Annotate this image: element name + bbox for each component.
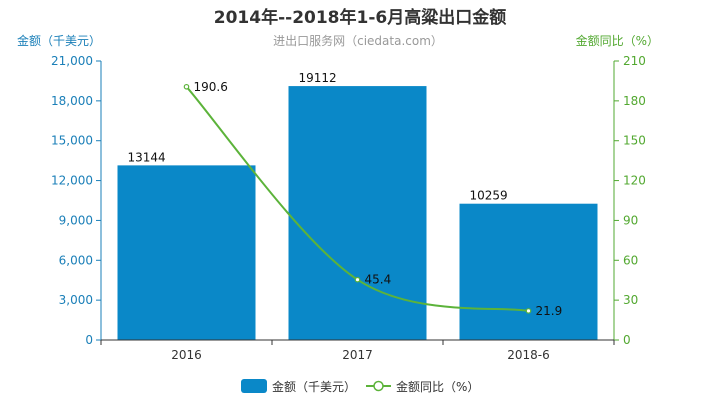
legend-bar-swatch[interactable] [241, 379, 267, 393]
x-axis: 2016 2017 2018-6 [100, 339, 615, 362]
legend-bar-label[interactable]: 金额（千美元） [272, 379, 356, 394]
line-series: 190.6 45.4 21.9 [183, 80, 563, 318]
left-axis-tick-label: 12,000 [51, 174, 93, 188]
right-axis-tick-label: 60 [623, 253, 638, 267]
legend: 金额（千美元） 金额同比（%） [241, 379, 479, 394]
right-axis-tick-label: 150 [623, 134, 646, 148]
left-axis-tick-label: 18,000 [51, 94, 93, 108]
line-value-label: 21.9 [536, 304, 563, 318]
right-axis-tick-label: 30 [623, 293, 638, 307]
bar-value-label: 19112 [299, 71, 337, 85]
bar-value-label: 13144 [128, 150, 166, 164]
line-point [183, 83, 190, 90]
line-point [525, 308, 532, 314]
left-axis-title: 金额（千美元） [17, 33, 101, 48]
left-axis-tick-label: 0 [85, 333, 93, 347]
x-axis-tick-label: 2018-6 [507, 348, 550, 362]
right-axis-tick-label: 120 [623, 174, 646, 188]
right-axis-tick-label: 0 [623, 333, 631, 347]
right-axis-tick-label: 210 [623, 54, 646, 68]
bar-series: 13144 19112 10259 [117, 71, 598, 340]
left-axis-tick-label: 3,000 [59, 293, 93, 307]
line-point [354, 276, 361, 283]
left-axis: 0 3,000 6,000 9,000 12,000 15,000 18,000 21,000 [51, 54, 102, 347]
right-axis-tick-label: 90 [623, 213, 638, 227]
bar [288, 86, 427, 340]
line-path [185, 86, 529, 312]
left-axis-tick-label: 21,000 [51, 54, 93, 68]
legend-line-marker [373, 380, 384, 392]
chart-title: 2014年--2018年1-6月高粱出口金额 [214, 7, 506, 28]
chart-subtitle: 进出口服务网（ciedata.com） [273, 33, 443, 48]
left-axis-tick-label: 15,000 [51, 134, 93, 148]
bar [459, 203, 598, 340]
x-axis-tick-label: 2016 [171, 348, 202, 362]
x-axis-tick-label: 2017 [342, 348, 373, 362]
right-axis: 0 30 60 90 120 150 180 210 [613, 54, 646, 347]
line-value-label: 45.4 [365, 273, 392, 287]
bar-value-label: 10259 [470, 189, 508, 203]
left-axis-tick-label: 6,000 [59, 253, 93, 267]
legend-line-label[interactable]: 金额同比（%） [396, 379, 479, 394]
bar [117, 165, 256, 340]
right-axis-tick-label: 180 [623, 94, 646, 108]
right-axis-title: 金额同比（%） [576, 33, 659, 48]
line-value-label: 190.6 [194, 80, 228, 94]
left-axis-tick-label: 9,000 [59, 213, 93, 227]
